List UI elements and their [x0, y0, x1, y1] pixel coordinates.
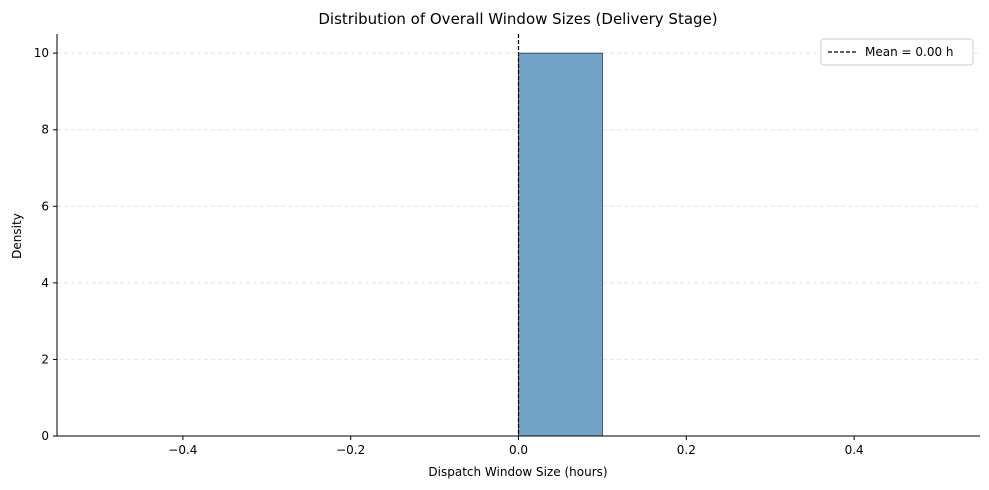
y-tick-label: 4: [41, 276, 49, 290]
legend-box: [820, 38, 974, 66]
x-tick-label: 0.2: [677, 443, 696, 457]
x-tick-label: −0.2: [336, 443, 365, 457]
y-tick-label: 2: [41, 352, 49, 366]
x-tick-label: −0.4: [168, 443, 197, 457]
y-tick-label: 10: [34, 46, 49, 60]
y-axis-label: Density: [10, 213, 24, 259]
y-tick-label: 0: [41, 429, 49, 443]
y-tick-label: 6: [41, 199, 49, 213]
chart-title: Distribution of Overall Window Sizes (De…: [318, 10, 717, 28]
x-tick-label: 0.0: [509, 443, 528, 457]
y-tick-label: 8: [41, 123, 49, 137]
x-axis-label: Dispatch Window Size (hours): [428, 465, 607, 479]
legend: Mean = 0.00 h: [820, 38, 974, 66]
histogram-bars: [518, 52, 603, 437]
x-tick-label: 0.4: [845, 443, 864, 457]
legend-mean-label: Mean = 0.00 h: [865, 45, 954, 59]
tick-labels: −0.4 −0.2 0.0 0.2 0.4 0 2 4 6 8 10: [34, 46, 864, 457]
histogram-bar: [518, 52, 603, 437]
